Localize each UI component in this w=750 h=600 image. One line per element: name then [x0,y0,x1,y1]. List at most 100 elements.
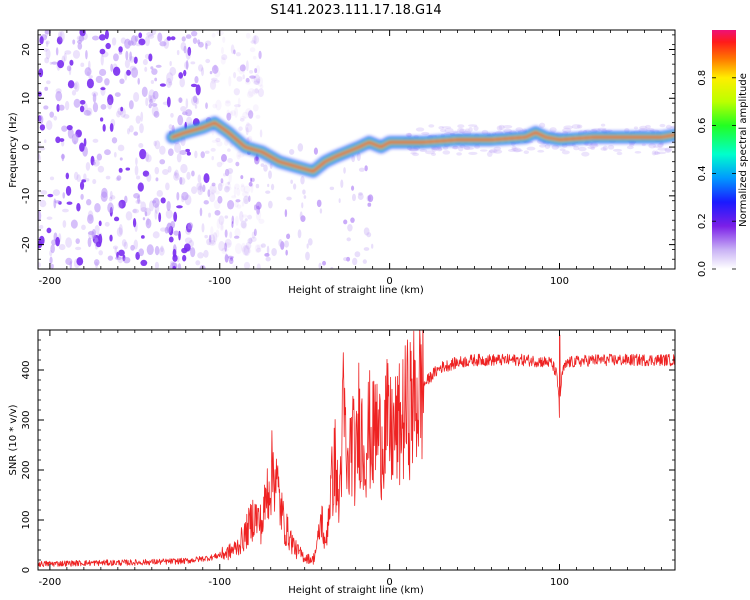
noise-blob [268,200,273,209]
noise-blob [236,151,241,160]
noise-blob [79,142,85,152]
noise-blob [202,184,206,193]
noise-blob [153,140,157,147]
noise-blob [252,55,257,60]
noise-blob [76,203,81,212]
noise-blob [96,153,103,161]
noise-blob [65,237,72,248]
noise-blob [66,124,73,131]
noise-blob [244,218,248,222]
noise-blob [159,159,166,165]
noise-blob [197,252,204,259]
noise-blob [44,57,50,64]
noise-blob [74,81,80,92]
halo-blob [437,147,443,151]
noise-blob [191,170,195,177]
noise-blob [118,224,123,235]
noise-blob [219,181,225,187]
noise-blob [165,182,170,191]
noise-blob [149,200,155,212]
noise-blob [204,234,208,239]
noise-blob [300,176,305,185]
halo-blob [508,148,516,152]
noise-blob [346,256,351,262]
noise-blob [301,202,304,209]
noise-blob [260,243,266,248]
noise-blob [221,247,229,252]
noise-blob [192,95,198,103]
noise-blob [49,61,53,65]
halo-blob [444,132,451,135]
halo-blob [457,127,464,133]
noise-blob [172,265,177,269]
noise-blob [136,175,141,180]
noise-blob [245,77,250,83]
spectrogram-xlabel: Height of straight line (km) [288,285,424,296]
noise-blob [236,76,243,82]
noise-blob [133,91,140,103]
noise-blob [200,151,205,159]
noise-blob [62,220,67,228]
halo-blob [563,125,574,130]
noise-blob [118,249,125,257]
noise-blob [85,161,91,171]
halo-blob [571,124,581,129]
halo-blob [463,146,471,150]
noise-blob [98,250,103,256]
noise-blob [166,36,172,41]
noise-blob [266,245,270,255]
noise-blob [212,232,218,243]
x-tick-label: -100 [208,577,231,588]
halo-blob [468,151,478,156]
noise-blob [97,165,105,173]
halo-blob [561,150,570,155]
noise-blob [319,208,323,214]
noise-blob [138,38,146,46]
noise-blob [216,218,221,229]
noise-blob [95,75,103,84]
noise-blob [185,148,190,153]
noise-blob [174,142,182,153]
noise-blob [144,207,151,216]
noise-blob [330,266,334,269]
noise-blob [92,179,97,185]
noise-blob [263,164,268,172]
noise-blob [184,194,192,206]
noise-blob [192,37,198,44]
noise-blob [127,128,130,135]
halo-blob [526,146,536,151]
noise-blob [53,115,58,121]
noise-blob [235,199,241,203]
halo-blob [496,125,503,131]
noise-blob [94,225,100,234]
noise-blob [166,96,171,108]
halo-blob [590,146,596,150]
noise-blob [211,77,218,82]
noise-blob [248,195,251,202]
snr-ylabel: SNR (10 * v/v) [8,404,19,475]
halo-blob [628,143,635,147]
halo-blob [511,146,517,150]
noise-blob [248,248,252,253]
noise-blob [114,246,118,255]
halo-blob [581,151,590,157]
noise-blob [211,32,216,38]
noise-blob [216,161,223,168]
noise-blob [183,243,191,252]
noise-blob [208,212,211,218]
noise-blob [240,220,247,229]
noise-blob [91,229,97,240]
halo-blob [493,146,502,151]
noise-blob [211,156,214,161]
noise-blob [194,104,198,109]
halo-blob [512,147,522,153]
noise-blob [179,149,187,155]
noise-blob [65,172,70,180]
noise-blob [38,235,45,246]
noise-blob [245,127,249,136]
noise-blob [181,111,188,116]
noise-blob [226,109,231,119]
halo-blob [633,126,639,130]
noise-blob [258,218,265,224]
noise-blob [209,80,217,90]
